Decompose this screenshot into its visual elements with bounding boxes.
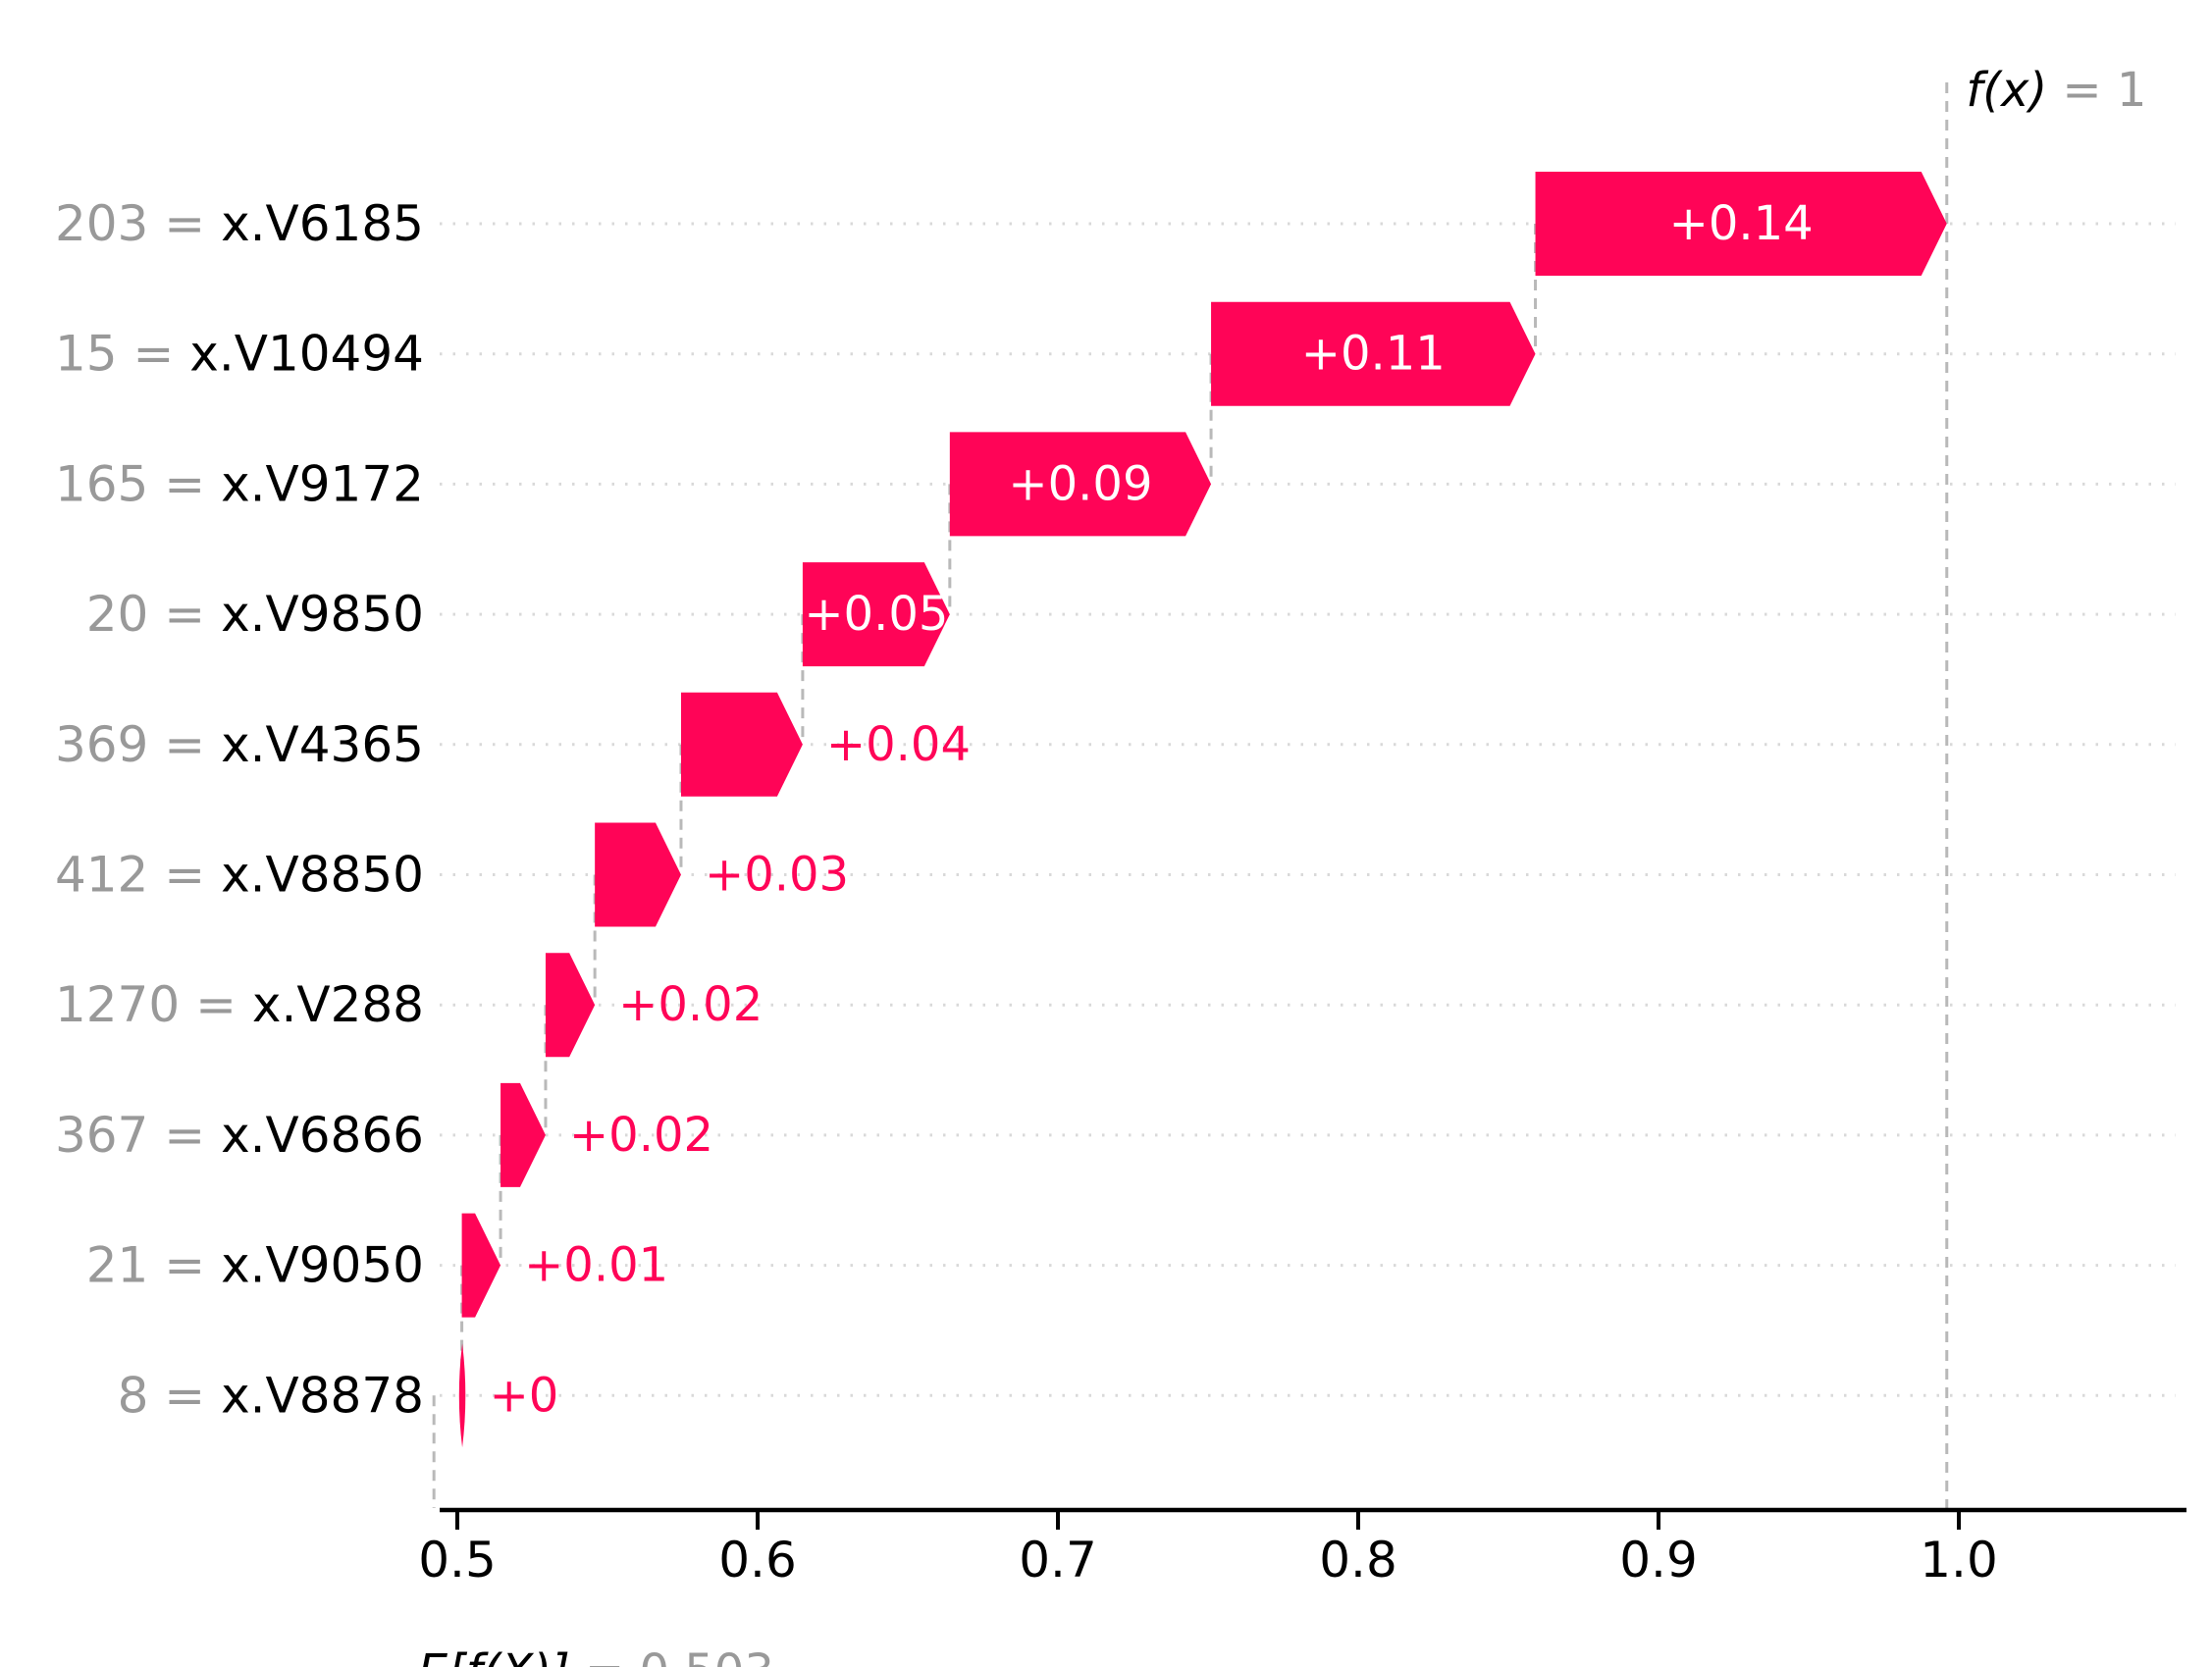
x-tick-label: 0.6: [718, 1532, 797, 1589]
feature-value-text: 203 =: [55, 195, 221, 252]
waterfall-bar: [500, 1082, 546, 1187]
feature-name-text: x.V10494: [189, 326, 424, 383]
feature-label: 203 = x.V6185: [55, 195, 424, 252]
waterfall-bar: [680, 692, 803, 797]
bar-value-labels-layer: +0.14 +0.11 +0.09 +0.05 +0.04 +0.03 +0.02 +0.02…: [490, 196, 1814, 1423]
fx-value-text: = 1: [2047, 63, 2147, 119]
feature-label: 412 = x.V8850: [55, 847, 424, 904]
waterfall-bar: [949, 432, 1212, 537]
bar-value-label: +0.03: [705, 848, 849, 903]
feature-value-text: 369 =: [55, 716, 221, 773]
feature-value-text: 412 =: [55, 847, 221, 904]
waterfall-bar: [802, 562, 950, 667]
feature-label: 8 = x.V8878: [118, 1367, 424, 1424]
feature-value-text: 367 =: [55, 1107, 221, 1164]
bar-value-label: +0.02: [618, 977, 763, 1032]
feature-value-text: 165 =: [55, 455, 221, 512]
feature-name-text: x.V288: [252, 976, 424, 1033]
feature-name-text: x.V8850: [221, 847, 424, 904]
x-tick-label: 0.7: [1019, 1532, 1097, 1589]
bar-value-label: +0: [490, 1368, 559, 1423]
x-tick-label: 1.0: [1920, 1532, 1998, 1589]
feature-value-text: 8 =: [118, 1367, 222, 1424]
waterfall-bar: [458, 1343, 466, 1448]
feature-name-text: x.V4365: [221, 716, 424, 773]
feature-name-text: x.V6866: [221, 1107, 424, 1164]
feature-name-text: x.V6185: [221, 195, 424, 252]
feature-name-text: x.V9172: [221, 455, 424, 512]
waterfall-bar: [1535, 172, 1947, 276]
feature-label: 165 = x.V9172: [55, 455, 424, 512]
expected-value-math-text: E[f(X)]: [418, 1644, 570, 1667]
feature-label: 1270 = x.V288: [55, 976, 424, 1033]
feature-value-text: 1270 =: [55, 976, 252, 1033]
x-tick-label: 0.9: [1619, 1532, 1698, 1589]
x-tick-label: 0.5: [418, 1532, 497, 1589]
feature-label: 15 = x.V10494: [55, 326, 424, 383]
feature-labels-layer: 203 = x.V6185 15 = x.V10494 165 = x.V9172 2…: [55, 195, 424, 1424]
axis-layer: 0.5 0.6 0.7 0.8 0.9 1.0: [418, 1507, 2186, 1589]
feature-label: 369 = x.V4365: [55, 716, 424, 773]
waterfall-bar: [461, 1213, 501, 1318]
bar-value-label: +0.01: [524, 1238, 668, 1293]
waterfall-bar: [545, 953, 596, 1058]
fx-math-text: f(x): [1966, 63, 2048, 119]
feature-label: 21 = x.V9050: [86, 1237, 424, 1294]
bar-value-label: +0.11: [1301, 327, 1446, 382]
feature-value-text: 21 =: [86, 1237, 221, 1294]
feature-label: 367 = x.V6866: [55, 1107, 424, 1164]
feature-name-text: x.V9050: [221, 1237, 424, 1294]
x-tick-label: 0.8: [1319, 1532, 1397, 1589]
bar-value-label: +0.14: [1669, 196, 1814, 251]
feature-name-text: x.V9850: [221, 586, 424, 643]
bar-value-label: +0.05: [804, 587, 948, 642]
fx-output-label: f(x) = 1: [1906, 10, 2146, 173]
bar-value-label: +0.04: [826, 717, 971, 772]
feature-value-text: 15 =: [55, 326, 189, 383]
connectors-layer: [432, 82, 1949, 1508]
expected-value-text: = 0.503: [570, 1644, 774, 1667]
waterfall-bar: [595, 822, 681, 927]
expected-value-label: E[f(X)] = 0.503: [358, 1591, 774, 1667]
feature-label: 20 = x.V9850: [86, 586, 424, 643]
bars-layer: [458, 172, 1947, 1448]
feature-name-text: x.V8878: [221, 1367, 424, 1424]
waterfall-bar: [1211, 301, 1536, 406]
bar-value-label: +0.09: [1008, 456, 1152, 511]
bar-value-label: +0.02: [569, 1108, 713, 1163]
feature-value-text: 20 =: [86, 586, 221, 643]
